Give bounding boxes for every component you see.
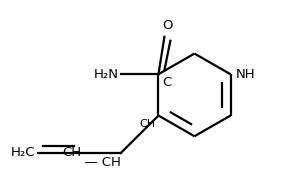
Text: C: C — [162, 76, 172, 89]
Text: NH: NH — [235, 68, 255, 81]
Text: — CH: — CH — [80, 156, 121, 169]
Text: CH: CH — [139, 119, 156, 129]
Text: H₂N: H₂N — [94, 68, 119, 81]
Text: H₂C: H₂C — [11, 147, 36, 159]
Text: CH: CH — [62, 147, 81, 159]
Text: O: O — [162, 19, 173, 32]
